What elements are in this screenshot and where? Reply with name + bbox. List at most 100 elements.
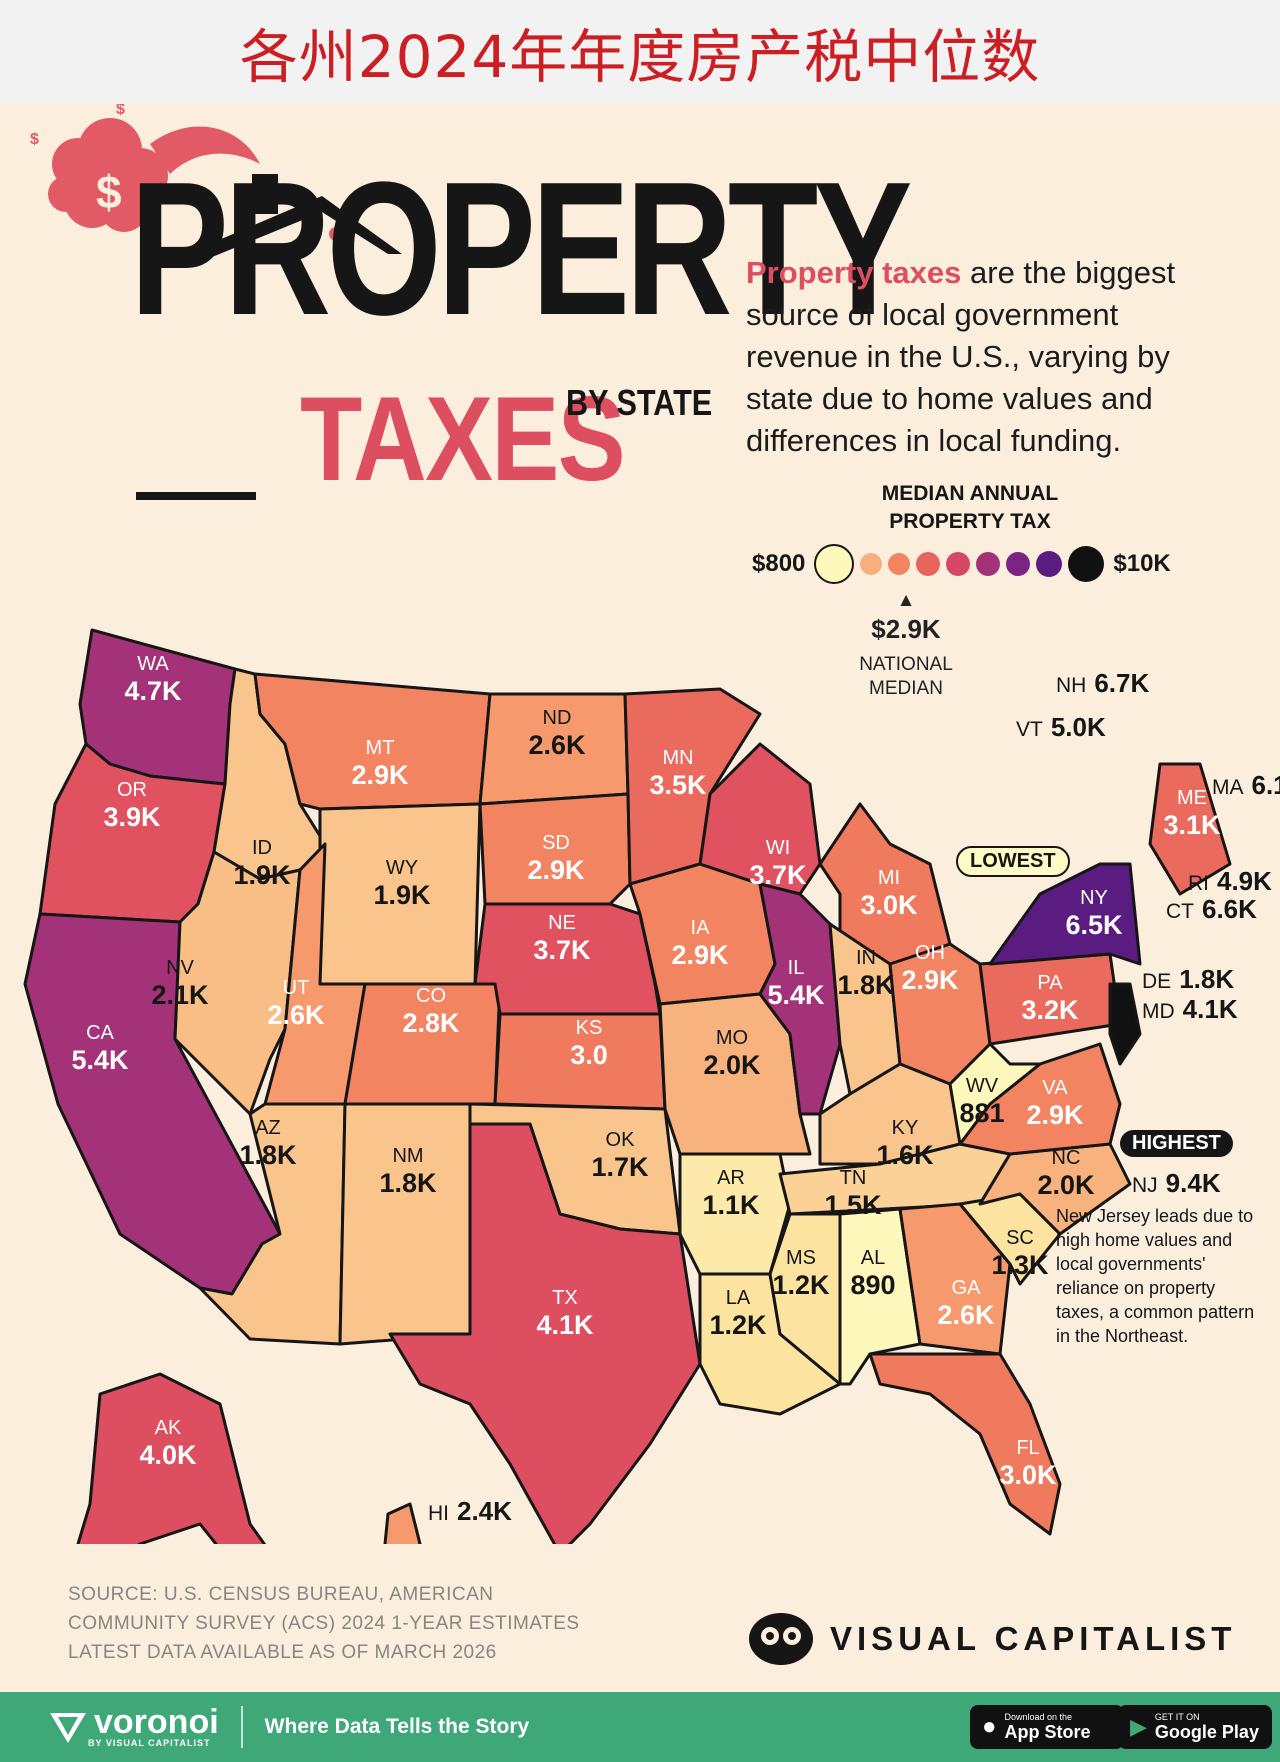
footer-bar: voronoi BY VISUAL CAPITALIST Where Data … bbox=[0, 1692, 1280, 1762]
side-label-value: 6.1K bbox=[1251, 770, 1280, 800]
legend-max: $10K bbox=[1113, 550, 1171, 577]
state-value: 3.2K bbox=[1021, 995, 1079, 1025]
legend-swatch bbox=[814, 544, 855, 584]
state-nj bbox=[1108, 982, 1142, 1066]
state-abbr: IN bbox=[856, 947, 876, 969]
state-ga bbox=[898, 1202, 1012, 1356]
side-label-value: 1.8K bbox=[1179, 964, 1235, 994]
state-abbr: AR bbox=[717, 1167, 745, 1189]
legend-pointer-icon: ▲ bbox=[896, 590, 916, 611]
state-nm bbox=[338, 1102, 472, 1346]
brand-by: BY VISUAL CAPITALIST bbox=[88, 1737, 211, 1748]
state-value: 5.4K bbox=[767, 980, 825, 1010]
state-value: 3.5K bbox=[649, 770, 707, 800]
state-value: 1.9K bbox=[233, 860, 291, 890]
intro-rest: are the biggest source of local governme… bbox=[746, 255, 1176, 458]
state-value: 1.8K bbox=[239, 1140, 297, 1170]
state-abbr: TX bbox=[552, 1287, 578, 1309]
state-tx bbox=[388, 1122, 702, 1544]
legend-title: MEDIAN ANNUAL PROPERTY TAX bbox=[881, 482, 1059, 533]
side-label-value: 2.4K bbox=[457, 1496, 512, 1526]
state-value: 3.1K bbox=[1163, 810, 1221, 840]
state-value: 1.9K bbox=[373, 880, 431, 910]
legend-min: $800 bbox=[752, 550, 806, 577]
state-value: 1.8K bbox=[379, 1168, 437, 1198]
state-abbr: NY bbox=[1080, 887, 1108, 909]
play-icon: ▶ bbox=[1130, 1714, 1147, 1739]
voronoi-brand[interactable]: voronoi BY VISUAL CAPITALIST bbox=[48, 1705, 219, 1748]
headline-taxes: TAXES bbox=[300, 372, 626, 506]
state-value: 2.9K bbox=[901, 965, 959, 995]
side-label-abbr: MD bbox=[1142, 1000, 1175, 1023]
legend-swatch bbox=[1036, 551, 1063, 577]
state-abbr: IA bbox=[691, 917, 711, 939]
state-value: 2.9K bbox=[1026, 1100, 1084, 1130]
state-abbr: WY bbox=[386, 857, 418, 879]
state-abbr: OH bbox=[915, 942, 945, 964]
state-abbr: OR bbox=[117, 779, 147, 801]
state-abbr: SC bbox=[1006, 1227, 1034, 1249]
state-value: 4.1K bbox=[536, 1310, 594, 1340]
state-abbr: AZ bbox=[255, 1117, 281, 1139]
nj-label: NJ 9.4K bbox=[1132, 1168, 1221, 1199]
intro-highlight: Property taxes bbox=[746, 255, 962, 290]
intro-text: Property taxes are the biggest source of… bbox=[746, 252, 1216, 462]
headline-by-state: BY STATE bbox=[566, 382, 713, 423]
svg-text:$: $ bbox=[96, 166, 122, 218]
house-money-icon: $ $ $ $ $ bbox=[30, 104, 402, 262]
state-value: 1.8K bbox=[837, 970, 895, 1000]
state-abbr: TN bbox=[840, 1167, 867, 1189]
state-value: 3.9K bbox=[103, 802, 161, 832]
state-value: 2.9K bbox=[351, 760, 409, 790]
state-abbr: NM bbox=[392, 1145, 423, 1167]
state-abbr: VA bbox=[1042, 1077, 1068, 1099]
legend-swatch bbox=[976, 552, 1001, 576]
side-label-ct: CT 6.6K bbox=[1166, 894, 1257, 925]
state-abbr: MT bbox=[366, 737, 395, 759]
side-label-abbr: RI bbox=[1188, 872, 1209, 895]
state-abbr: MO bbox=[716, 1027, 748, 1049]
legend-swatches bbox=[811, 544, 1107, 584]
state-value: 2.6K bbox=[267, 1000, 325, 1030]
legend-national: ▲ $2.9K NATIONAL MEDIAN bbox=[846, 590, 966, 701]
state-abbr: IL bbox=[788, 957, 805, 979]
side-label-md: MD 4.1K bbox=[1142, 994, 1238, 1025]
state-value: 2.1K bbox=[151, 980, 209, 1010]
state-va bbox=[958, 1042, 1122, 1156]
side-label-nh: NH 6.7K bbox=[1056, 668, 1149, 699]
legend-national-label: NATIONAL MEDIAN bbox=[859, 654, 953, 699]
nj-value: 9.4K bbox=[1165, 1168, 1221, 1198]
state-value: 2.6K bbox=[937, 1300, 995, 1330]
state-abbr: PA bbox=[1037, 972, 1063, 994]
state-abbr: NE bbox=[548, 912, 576, 934]
state-abbr: MS bbox=[786, 1247, 816, 1269]
legend-swatch bbox=[916, 552, 941, 576]
state-abbr: FL bbox=[1016, 1437, 1039, 1459]
legend-swatch bbox=[888, 553, 911, 575]
state-ms bbox=[768, 1212, 842, 1386]
state-hi bbox=[383, 1502, 422, 1544]
us-map: WA4.7KOR3.9KCA5.4KID1.9KNV2.1KMT2.9KWY1.… bbox=[23, 628, 1232, 1544]
state-abbr: GA bbox=[952, 1277, 982, 1299]
headline-rule-left bbox=[136, 492, 256, 500]
legend-swatch bbox=[1006, 552, 1031, 576]
state-value: 4.7K bbox=[124, 676, 182, 706]
state-value: 1.5K bbox=[824, 1190, 882, 1220]
state-value: 2.0K bbox=[1037, 1170, 1095, 1200]
footer-divider bbox=[240, 1706, 243, 1748]
side-label-value: 4.9K bbox=[1217, 866, 1272, 896]
side-label-abbr: DE bbox=[1142, 970, 1172, 993]
voronoi-logo-icon bbox=[50, 1713, 86, 1743]
svg-text:$: $ bbox=[116, 104, 125, 118]
state-value: 2.9K bbox=[527, 855, 585, 885]
state-abbr: LA bbox=[726, 1287, 751, 1309]
google-play-small: GET IT ON bbox=[1154, 1711, 1200, 1722]
state-abbr: AL bbox=[861, 1247, 885, 1269]
google-play-button[interactable]: ▶ GET IT ON Google Play bbox=[1118, 1705, 1272, 1749]
lowest-badge: LOWEST bbox=[956, 846, 1070, 877]
app-store-small: Download on the bbox=[1004, 1711, 1073, 1722]
app-store-button[interactable]: ● Download on the App Store bbox=[970, 1705, 1124, 1749]
state-value: 1.2K bbox=[772, 1270, 830, 1300]
state-fl bbox=[868, 1352, 1062, 1536]
state-value: 6.5K bbox=[1065, 910, 1123, 940]
